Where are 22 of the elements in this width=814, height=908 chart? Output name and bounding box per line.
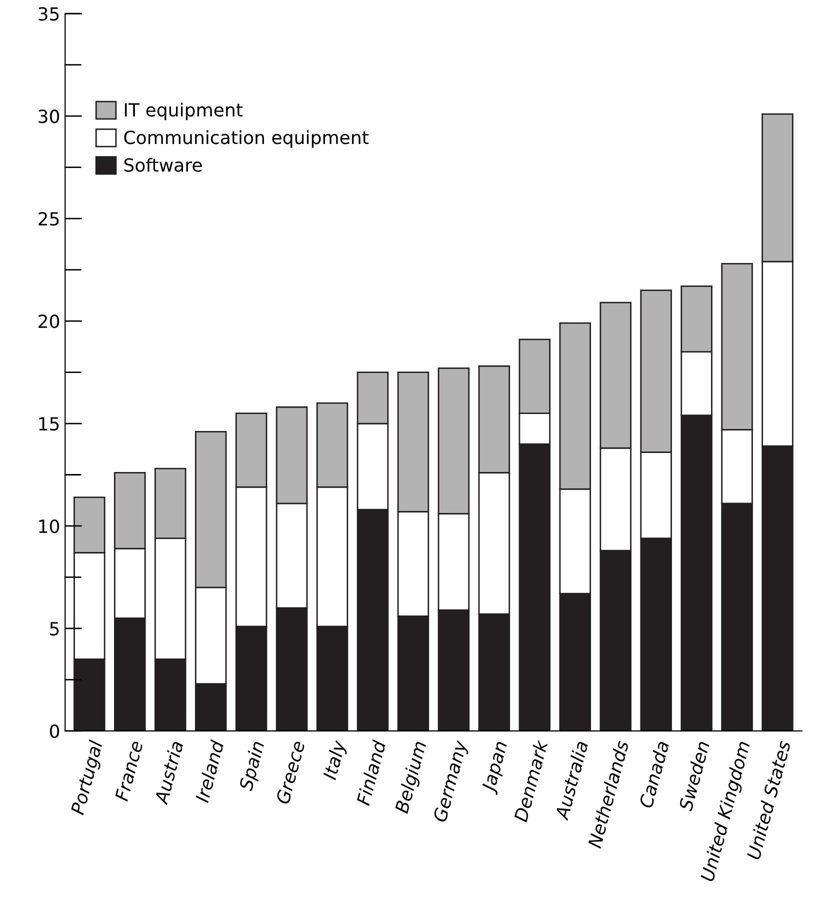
x-tick-label: Greece (276, 740, 306, 805)
x-tick-label: Belgium (394, 740, 430, 815)
y-tick-label: 15 (39, 417, 59, 431)
x-tick-label: Spain (238, 740, 268, 792)
x-tick-label: France (114, 740, 144, 802)
y-tick-label: 0 (50, 724, 60, 738)
x-tick-label: Austria (154, 740, 184, 806)
x-tick-label: Canada (638, 740, 670, 809)
legend-label: Communication equipment (124, 130, 369, 148)
y-tick-label: 30 (38, 110, 60, 124)
legend-label: Software (124, 158, 202, 172)
y-tick-label: 25 (38, 212, 59, 226)
x-tick-label: Italy (322, 739, 350, 782)
x-tick-label: Sweden (678, 740, 710, 812)
y-tick-label: 10 (39, 519, 60, 534)
legend-label: IT equipment (124, 102, 243, 120)
x-tick-label: Ireland (194, 739, 224, 804)
y-tick-label: 35 (38, 7, 59, 21)
y-tick-label: 5 (50, 622, 59, 636)
y-tick-label: 20 (38, 314, 60, 328)
x-tick-label: Finland (356, 739, 386, 806)
x-tick-label: Japan (480, 740, 511, 796)
